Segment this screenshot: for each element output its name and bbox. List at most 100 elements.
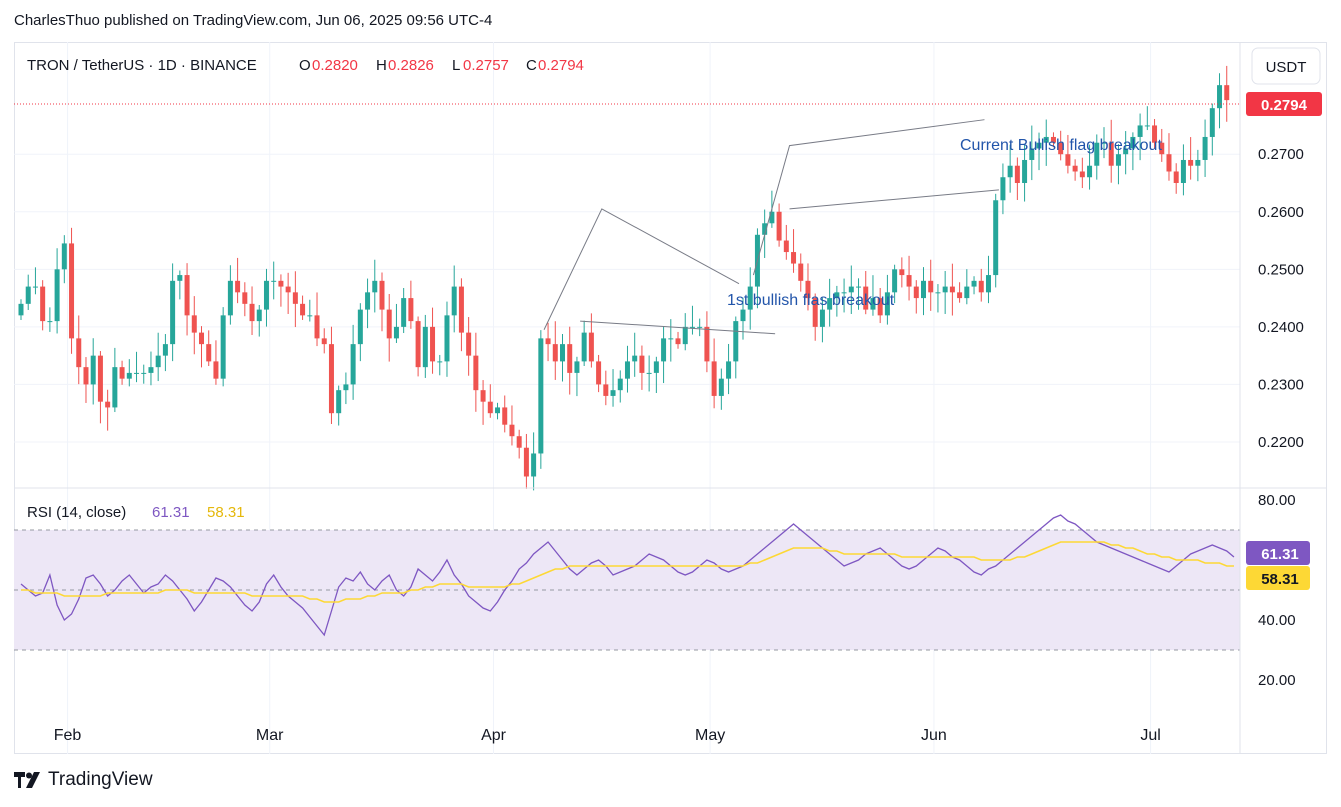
candlesticks bbox=[18, 65, 1230, 491]
candle-body bbox=[567, 344, 573, 373]
candle-body bbox=[545, 338, 551, 345]
candle-body bbox=[430, 326, 436, 362]
candle-body bbox=[141, 372, 147, 374]
time-tick-label: Jul bbox=[1140, 727, 1160, 744]
candle-body bbox=[134, 372, 140, 374]
candle-body bbox=[827, 298, 833, 310]
candle-body bbox=[263, 280, 269, 310]
first-flag-upper-line bbox=[543, 208, 740, 330]
candle-body bbox=[350, 344, 356, 385]
candle-body bbox=[523, 447, 529, 477]
candle-body bbox=[495, 407, 501, 414]
candle-body bbox=[170, 280, 176, 345]
rsi-tick-label: 40.00 bbox=[1258, 612, 1296, 629]
candle-body bbox=[184, 275, 190, 316]
tradingview-brand[interactable]: TradingView bbox=[14, 769, 153, 791]
candle-body bbox=[1166, 154, 1172, 172]
candle-body bbox=[1173, 171, 1179, 183]
candle-body bbox=[531, 453, 537, 477]
candle-body bbox=[177, 275, 183, 281]
legend-c-value: 0.2794 bbox=[538, 57, 584, 74]
candle-body bbox=[112, 367, 118, 408]
candle-body bbox=[942, 286, 948, 293]
candle-body bbox=[509, 424, 515, 437]
candle-body bbox=[119, 367, 125, 379]
rsi-ma-legend-value: 58.31 bbox=[207, 504, 245, 521]
candle-body bbox=[574, 361, 580, 373]
candle-body bbox=[242, 292, 248, 304]
candle-body bbox=[661, 338, 667, 362]
candle-body bbox=[971, 280, 977, 287]
rsi-tick-label: 80.00 bbox=[1258, 492, 1296, 509]
price-tick-label: 0.2300 bbox=[1258, 376, 1304, 393]
candle-body bbox=[1050, 136, 1056, 143]
candle-body bbox=[422, 326, 428, 368]
candle-body bbox=[97, 355, 103, 402]
candle-body bbox=[1101, 142, 1107, 144]
candle-body bbox=[105, 401, 111, 408]
candle-body bbox=[278, 280, 284, 287]
candle-body bbox=[1087, 165, 1093, 178]
candle-body bbox=[689, 326, 695, 328]
candle-body bbox=[1123, 148, 1129, 155]
candle-body bbox=[1058, 142, 1064, 155]
rsi-ma-line bbox=[21, 541, 1234, 603]
candle-body bbox=[473, 355, 479, 391]
time-tick-label: Mar bbox=[256, 727, 284, 744]
candle-body bbox=[856, 286, 862, 288]
candle-body bbox=[199, 332, 204, 345]
candle-body bbox=[61, 243, 67, 270]
candle-body bbox=[206, 344, 212, 362]
candle-body bbox=[372, 280, 378, 293]
candle-body bbox=[256, 309, 262, 322]
chart-frame bbox=[14, 42, 1327, 754]
candle-body bbox=[812, 298, 818, 327]
candle-body bbox=[1115, 154, 1121, 166]
candle-body bbox=[90, 355, 96, 385]
rsi-shaded-band bbox=[14, 530, 1240, 650]
candle-body bbox=[1000, 177, 1006, 201]
candle-body bbox=[271, 280, 277, 282]
candle-body bbox=[1007, 165, 1013, 178]
candle-body bbox=[798, 263, 804, 281]
candle-body bbox=[726, 361, 732, 379]
annotation-first-breakout: 1st bullish flas breakout bbox=[727, 292, 895, 309]
candle-body bbox=[1065, 154, 1071, 166]
candle-body bbox=[834, 292, 840, 299]
candle-body bbox=[588, 332, 594, 362]
currency-button-label: USDT bbox=[1266, 59, 1307, 76]
legend-l-value: 0.2757 bbox=[463, 57, 509, 74]
last-price-value: 0.2794 bbox=[1261, 97, 1308, 114]
legend-o-label: O bbox=[299, 57, 311, 74]
candle-body bbox=[949, 286, 955, 293]
candle-body bbox=[935, 292, 941, 294]
rsi-lines bbox=[20, 514, 1235, 637]
candle-body bbox=[899, 269, 905, 276]
legend-h-value: 0.2826 bbox=[388, 57, 434, 74]
candle-body bbox=[711, 361, 717, 396]
candle-body bbox=[704, 326, 710, 362]
candle-body bbox=[913, 286, 919, 299]
candle-body bbox=[682, 326, 688, 345]
last-price-tag: 0.2794 bbox=[1246, 92, 1322, 116]
rsi-tag: 61.31 bbox=[1246, 541, 1310, 565]
candle-body bbox=[964, 286, 970, 299]
candle-body bbox=[1043, 136, 1049, 143]
candle-body bbox=[1036, 142, 1042, 149]
candle-body bbox=[783, 240, 789, 253]
candle-body bbox=[892, 269, 898, 293]
legend-h-label: H bbox=[376, 57, 387, 74]
candle-body bbox=[1180, 159, 1186, 183]
candle-body bbox=[1079, 171, 1085, 178]
rsi-ma-tag: 58.31 bbox=[1246, 566, 1310, 590]
published-header: CharlesThuo published on TradingView.com… bbox=[14, 12, 493, 29]
candle-body bbox=[617, 378, 623, 391]
candle-body bbox=[733, 321, 739, 362]
candle-body bbox=[1072, 165, 1078, 172]
candle-body bbox=[632, 355, 638, 362]
candle-body bbox=[249, 303, 255, 322]
candle-body bbox=[227, 280, 233, 316]
currency-button[interactable]: USDT bbox=[1251, 47, 1321, 85]
time-tick-label: Jun bbox=[921, 727, 947, 744]
